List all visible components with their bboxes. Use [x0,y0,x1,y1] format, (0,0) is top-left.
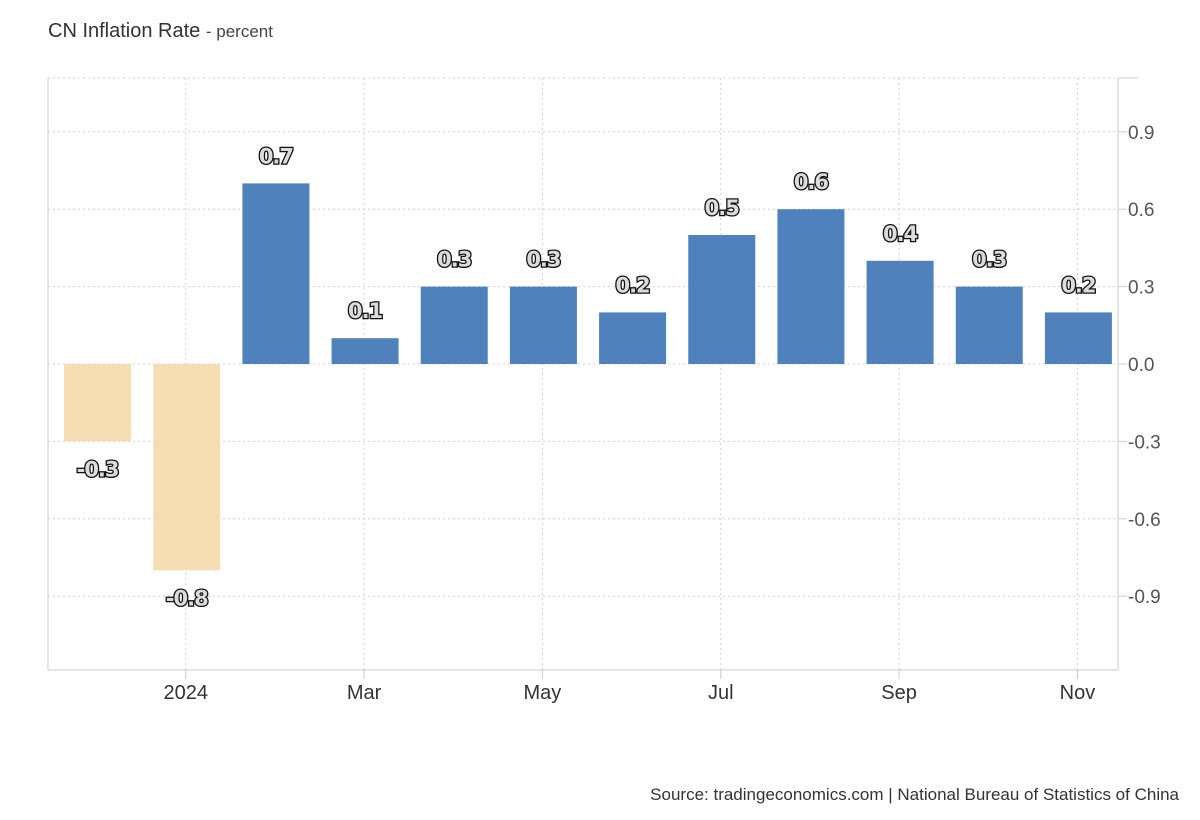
data-label-2024-03: 0.1 [348,299,383,323]
data-label-2024-08: 0.6 [794,170,829,194]
chart-title-text: CN Inflation Rate [48,20,201,42]
data-label-2024-04: 0.3 [437,248,471,272]
bar-2024-07 [688,235,756,364]
data-label-2024-06: 0.2 [615,273,649,297]
y-tick-label: -0.3 [1128,432,1161,453]
data-label-2024-01: -0.8 [166,586,208,610]
x-tick-label: May [524,682,562,704]
data-label-2024-11: 0.2 [1061,273,1095,297]
chart-subtitle: - percent [205,22,273,41]
data-label-2024-02: 0.7 [259,144,293,168]
chart-title: CN Inflation Rate - percent [48,20,273,43]
bar-2023-12 [64,364,132,442]
y-tick-label: 0.3 [1128,278,1154,299]
data-label-2024-10: 0.3 [972,248,1006,272]
bar-2024-08 [777,209,845,364]
x-tick-label: Jul [708,682,734,704]
x-tick-label: Mar [347,682,382,704]
data-label-2024-07: 0.5 [705,196,740,220]
bar-2024-02 [242,183,310,364]
bar-2024-05 [509,286,577,364]
y-tick-label: -0.9 [1128,587,1161,608]
source-note: Source: tradingeconomics.com | National … [650,785,1179,804]
bar-2024-01 [153,364,221,571]
bar-2024-04 [420,286,488,364]
bar-2024-03 [331,338,399,364]
bar-2024-11 [1044,312,1112,364]
data-label-2023-12: -0.3 [77,457,119,481]
bar-chart: 0.9 0.6 0.3 0.0 -0.3 -0.6 -0.9 2024 Mar May Jul Sep… [47,77,1161,704]
bar-2024-10 [955,286,1023,364]
y-tick-label: 0.0 [1128,355,1154,376]
x-tick-label: Sep [881,682,917,704]
data-label-2024-05: 0.3 [526,248,560,272]
bar-2024-09 [866,260,934,364]
y-tick-label: 0.6 [1128,200,1154,221]
data-label-2024-09: 0.4 [883,222,918,246]
bar-2024-06 [599,312,667,364]
x-tick-label: Nov [1060,682,1096,704]
y-tick-label: 0.9 [1128,123,1154,144]
y-tick-label: -0.6 [1128,510,1161,531]
x-tick-label: 2024 [164,682,209,704]
